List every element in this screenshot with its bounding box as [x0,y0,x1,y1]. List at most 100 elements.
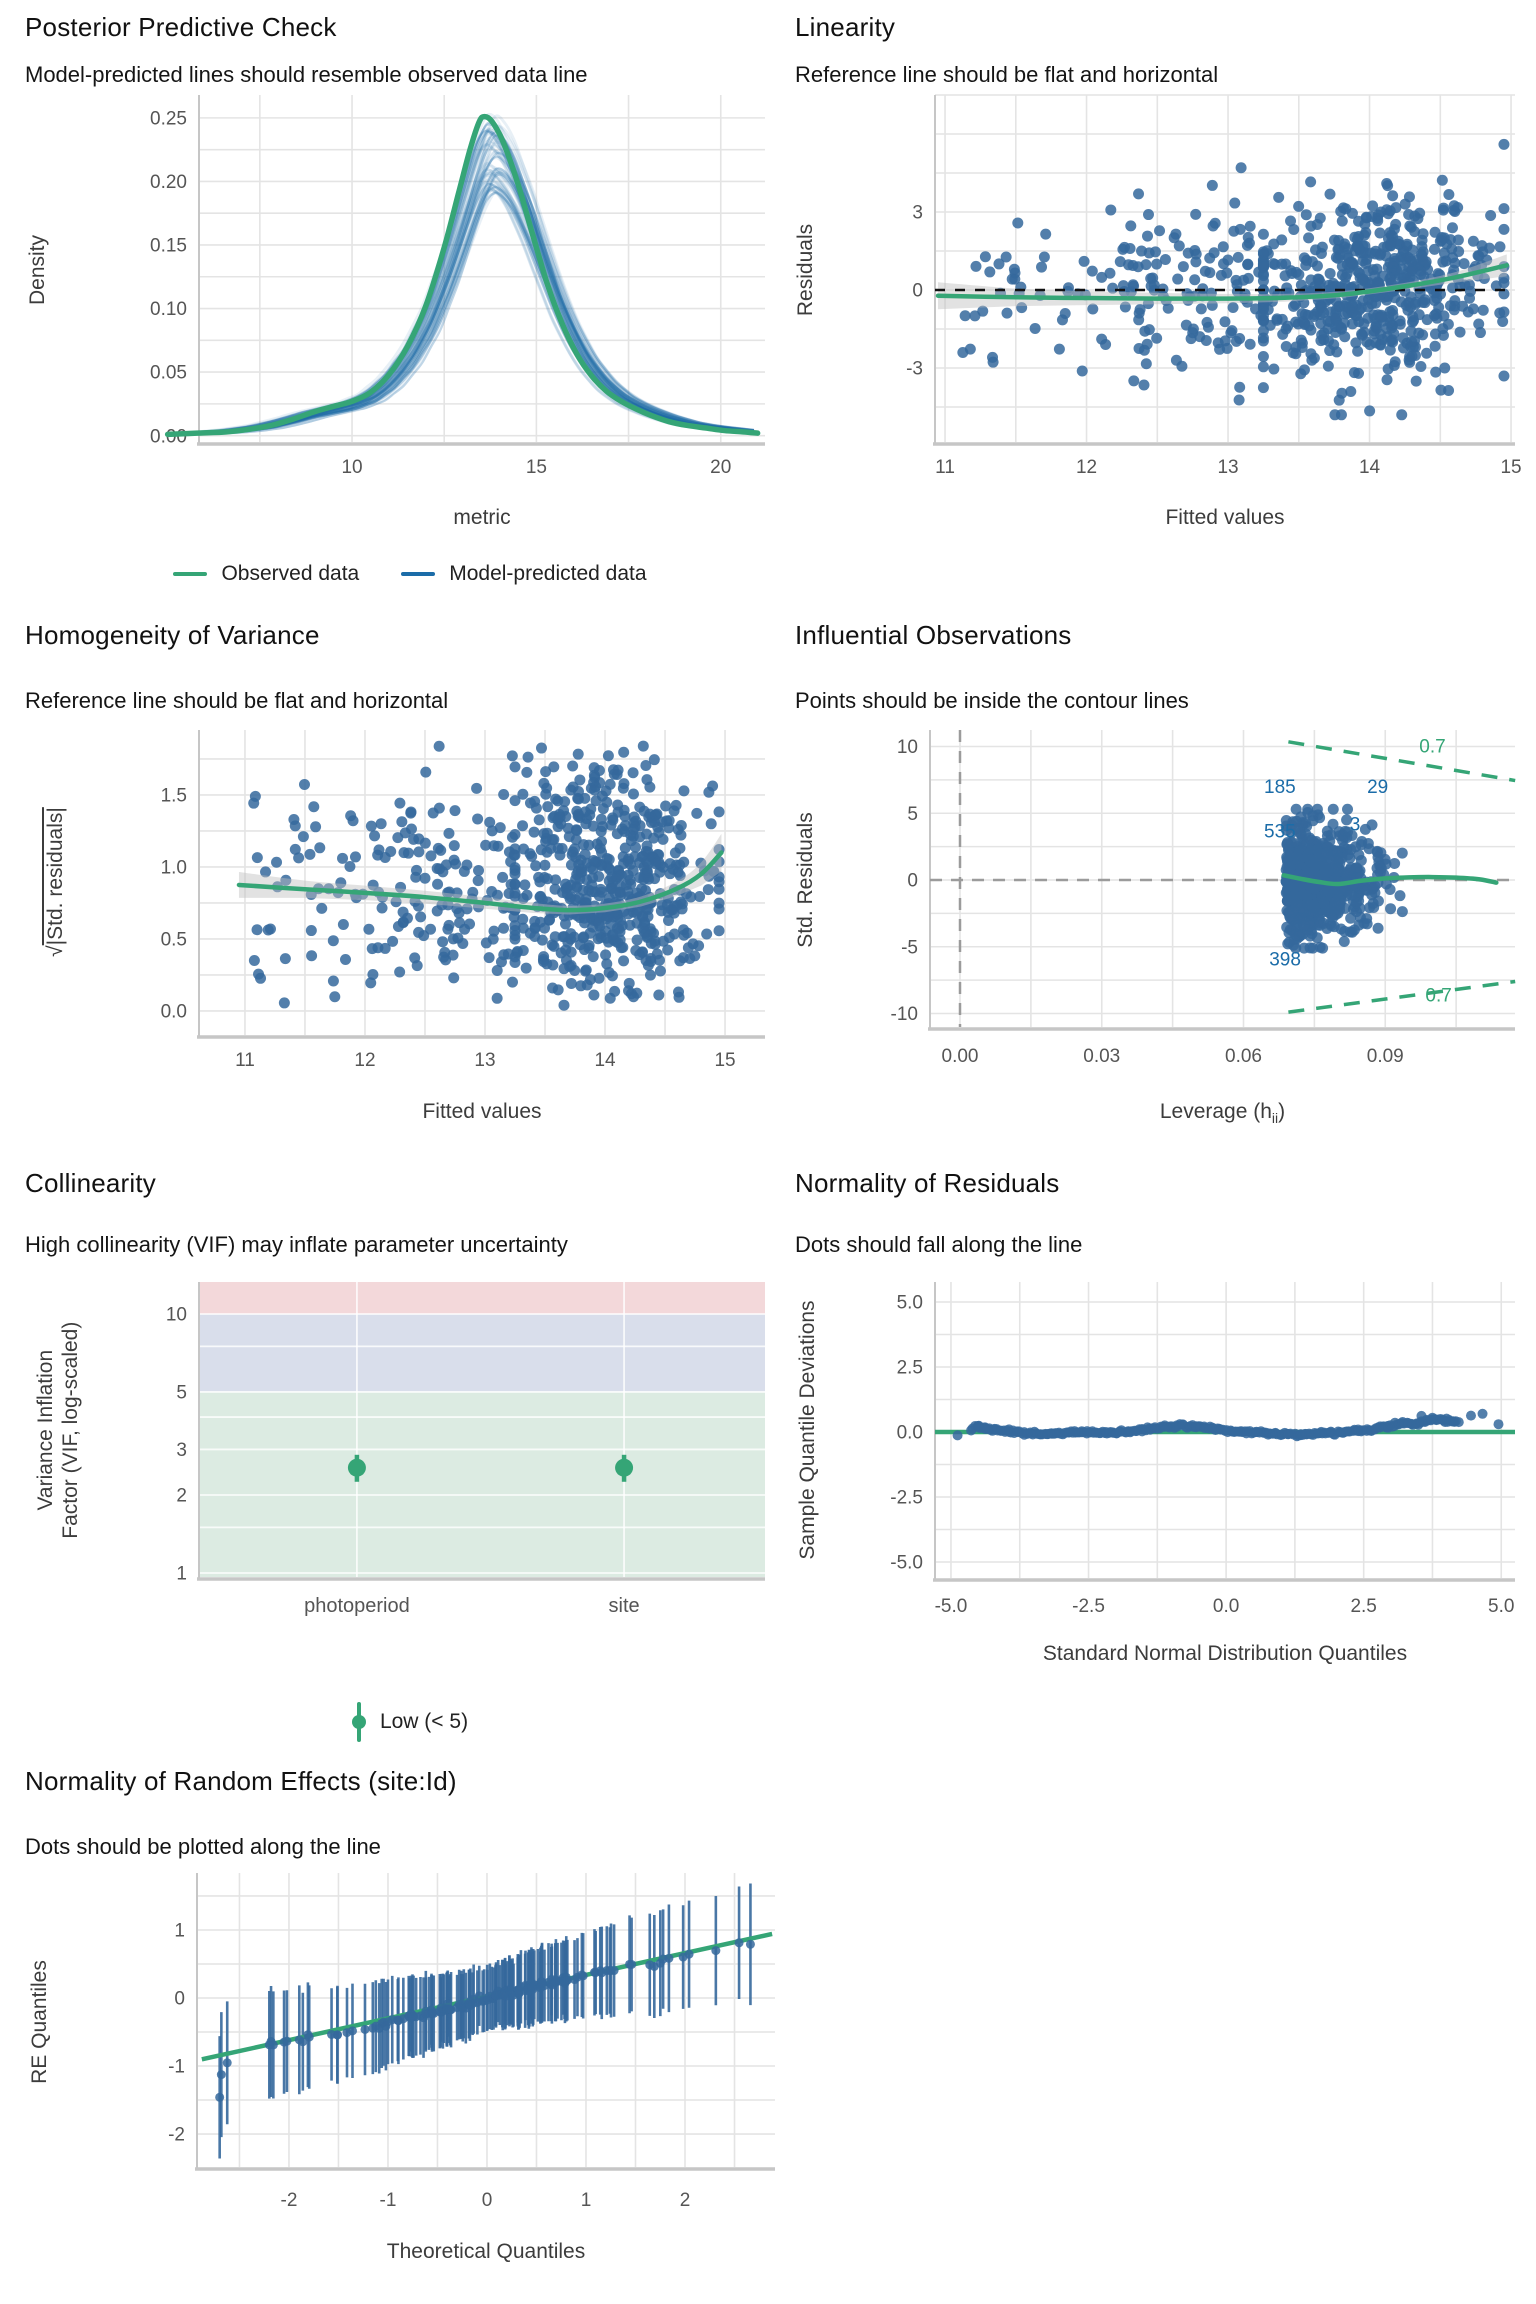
legend-key-icon [351,1702,366,1742]
contour-label: 0.7 [1419,737,1445,758]
influential-point-label: 535 [1264,821,1296,842]
vif-point [615,1458,634,1477]
svg-text:12: 12 [1076,457,1097,478]
re-error-bars [218,1883,752,2159]
svg-text:3: 3 [912,203,923,224]
svg-text:10: 10 [341,457,362,478]
tick-labels-re: -2 -1 0 1 2 -2 -1 0 1 [168,1921,690,2211]
svg-text:-2: -2 [281,2190,298,2211]
plot-re: -2 -1 0 1 2 -2 -1 0 1 [168,1873,775,2211]
svg-text:0.0: 0.0 [1213,1596,1239,1617]
svg-text:0.06: 0.06 [1225,1046,1262,1067]
cooks-distance-contour [1288,979,1516,1014]
tick-labels-nor: -5.0 -2.5 0.0 2.5 5.0 -5.0 -2.5 0.0 2.5 5.0 [890,1293,1514,1617]
panel-subtitle-influential: Points should be inside the contour line… [795,688,1189,713]
legend-key-icon [401,572,436,576]
panel-subtitle-collinearity: High collinearity (VIF) may inflate para… [25,1232,568,1257]
plot-inf: 0.00 0.03 0.06 0.09 -10 -5 0 5 10 0.7 0.7 185 29 535 3… [891,730,1516,1067]
svg-text:12: 12 [354,1050,375,1071]
tick-labels-hom: 11 12 13 14 15 0.0 0.5 1.0 1.5 [161,786,736,1071]
svg-text:0.15: 0.15 [150,236,187,257]
svg-text:-2.5: -2.5 [890,1488,923,1509]
panel-title-linearity: Linearity [795,12,896,42]
legend-item: Observed data [173,562,359,586]
legend-label: Low (< 5) [379,1710,469,1733]
x-axis-label-ppc: metric [453,506,511,529]
legend-item: Low (< 5) [351,1702,469,1742]
influential-point-label: 3 [1350,815,1361,836]
svg-text:0.05: 0.05 [150,363,187,384]
x-axis-label-homogeneity: Fitted values [422,1100,542,1123]
y-axis-label-normality-residuals: Sample Quantile Deviations [796,1300,819,1560]
reference-smooth-line [935,263,1510,301]
tick-labels-vif: 1 2 3 5 10 [166,1305,187,1585]
svg-text:15: 15 [714,1050,735,1071]
panel-subtitle-ppc: Model-predicted lines should resemble ob… [25,62,588,87]
vif-category-label: site [609,1595,640,1617]
panel-subtitle-linearity: Reference line should be flat and horizo… [795,62,1219,87]
svg-text:-10: -10 [891,1004,918,1025]
plot-hom: 11 12 13 14 15 0.0 0.5 1.0 1.5 [161,730,765,1071]
svg-text:14: 14 [594,1050,616,1071]
observed-density-curve [164,113,761,438]
plot-lin: 11 12 13 14 15 -3 0 3 [906,94,1522,478]
svg-text:1: 1 [174,1921,185,1942]
y-axis-label-homogeneity: √|Std. residuals| [44,807,67,957]
svg-text:0.03: 0.03 [1083,1046,1120,1067]
svg-text:11: 11 [935,457,955,478]
svg-text:20: 20 [710,457,731,478]
svg-text:0: 0 [482,2190,493,2211]
svg-text:13: 13 [1217,457,1238,478]
panel-subtitle-normality-re: Dots should be plotted along the line [25,1834,381,1859]
tick-labels-inf: 0.00 0.03 0.06 0.09 -10 -5 0 5 10 [891,737,1404,1067]
svg-text:-2: -2 [168,2125,185,2146]
svg-text:0: 0 [912,281,923,302]
svg-text:14: 14 [1359,457,1381,478]
reference-smooth-line [236,850,724,913]
svg-text:5: 5 [176,1383,187,1404]
x-axis-label-normality-re: Theoretical Quantiles [386,2240,586,2263]
model-predicted-curves [200,112,755,436]
svg-text:-2.5: -2.5 [1072,1596,1105,1617]
svg-text:0.0: 0.0 [897,1423,923,1444]
tick-labels-lin: 11 12 13 14 15 -3 0 3 [906,203,1522,478]
vif-threshold-band [199,1282,765,1314]
svg-text:15: 15 [1500,457,1521,478]
svg-text:2: 2 [680,2190,691,2211]
svg-text:2: 2 [176,1486,187,1507]
svg-text:2.5: 2.5 [897,1358,923,1379]
panel-title-ppc: Posterior Predictive Check [25,12,337,42]
vif-threshold-band [199,1391,765,1577]
svg-text:10: 10 [897,737,918,758]
tick-labels-ppc: 10 15 200.000.050.100.150.200.25 [150,109,731,478]
svg-text:-1: -1 [168,2057,185,2078]
svg-text:-3: -3 [906,359,923,380]
svg-text:1: 1 [581,2190,592,2211]
y-axis-label-linearity: Residuals [794,223,817,317]
x-axis-label-influential: Leverage (hii) [1159,1100,1286,1127]
scatter-points [215,1938,755,2102]
svg-text:0.5: 0.5 [161,930,187,951]
legend-label: Observed data [221,562,360,585]
svg-text:11: 11 [235,1050,255,1071]
svg-text:15: 15 [526,457,547,478]
svg-text:1.5: 1.5 [161,786,187,807]
panel-subtitle-homogeneity: Reference line should be flat and horizo… [25,688,449,713]
panel-title-normality-residuals: Normality of Residuals [795,1168,1060,1198]
svg-text:0.20: 0.20 [150,172,187,193]
svg-text:13: 13 [474,1050,495,1071]
legend-collinearity: Low (< 5) [60,1700,760,1744]
vif-threshold-band [199,1313,765,1392]
x-axis-label-normality-residuals: Standard Normal Distribution Quantiles [1042,1642,1408,1665]
legend-ppc: Observed data Model-predicted data [60,552,760,596]
plot-vif: 1 2 3 5 10 photoperiod site [166,1282,765,1617]
svg-text:-1: -1 [380,2190,397,2211]
legend-label: Model-predicted data [449,562,647,585]
contour-label: 0.7 [1425,985,1451,1006]
influential-point-label: 398 [1269,949,1301,970]
panel-subtitle-normality-residuals: Dots should fall along the line [795,1232,1083,1257]
legend-item: Model-predicted data [401,562,647,586]
svg-text:5.0: 5.0 [1488,1596,1514,1617]
y-axis-label-collinearity: Variance Inflation Factor (VIF, log-scale… [33,1321,82,1539]
svg-text:1: 1 [176,1564,187,1585]
